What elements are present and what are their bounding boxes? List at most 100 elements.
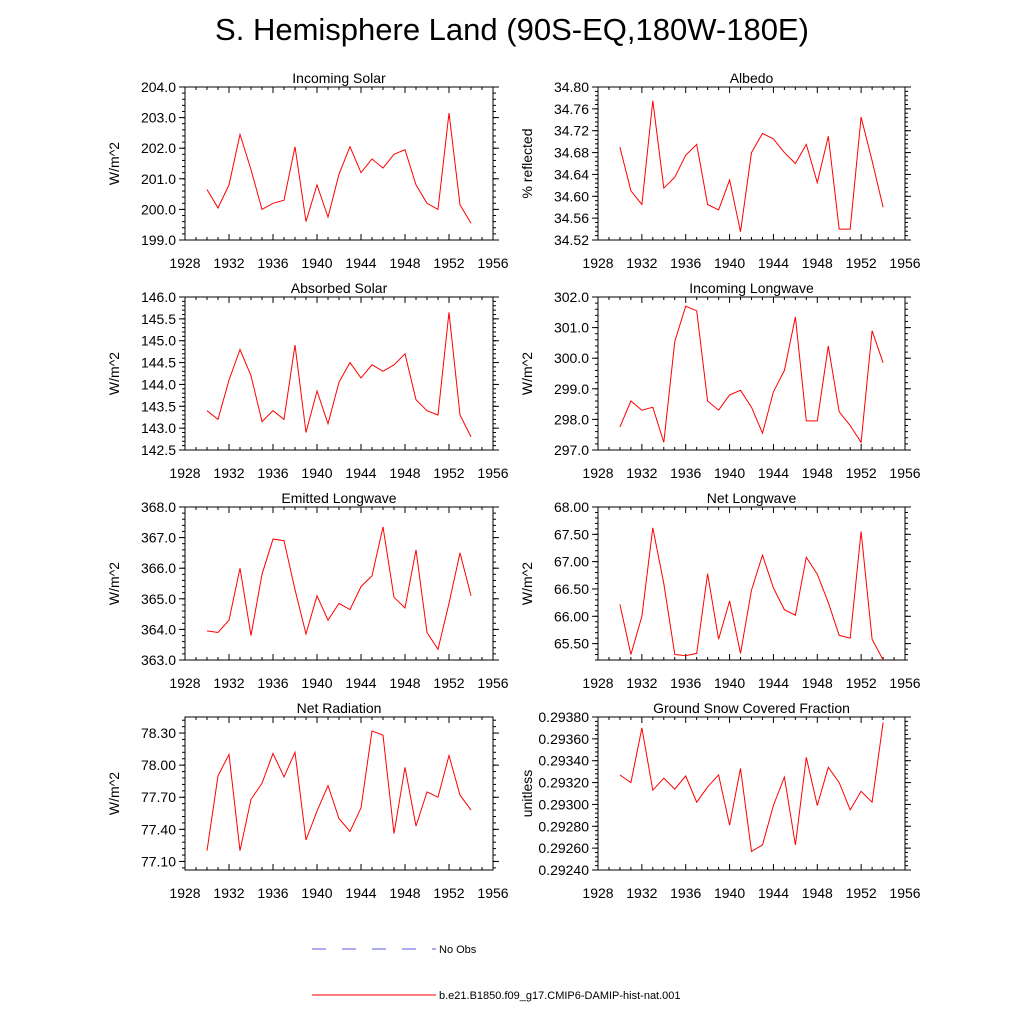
- panel-8: Ground Snow Covered Fraction unitless 1928…: [519, 700, 921, 901]
- x-tick-label: 1952: [846, 885, 877, 901]
- x-tick-label: 1948: [389, 255, 420, 271]
- plot-frame: [597, 296, 906, 451]
- x-tick-label: 1932: [213, 255, 244, 271]
- y-tick-label: 67.50: [554, 526, 589, 542]
- x-tick-label: 1928: [582, 885, 613, 901]
- panel-7: Net Radiation W/m^2 1928 1932 1936 1940 1944 19…: [106, 700, 509, 901]
- panel-title: Incoming Longwave: [689, 280, 814, 296]
- panel-title: Net Longwave: [707, 490, 797, 506]
- x-tick-label: 1948: [389, 465, 420, 481]
- y-tick-label: 201.0: [141, 171, 176, 187]
- panel-title: Albedo: [730, 70, 774, 86]
- y-tick-label: 146.0: [141, 289, 176, 305]
- plot-frame: [184, 506, 494, 661]
- y-tick-label: 297.0: [554, 442, 589, 458]
- panel-title: Net Radiation: [297, 700, 382, 716]
- y-tick-label: 78.30: [141, 725, 176, 741]
- panel-4: Incoming Longwave W/m^2 1928 1932 1936 1940 19…: [519, 280, 921, 481]
- y-tick-label: 143.5: [141, 398, 176, 414]
- y-tick-label: 0.29380: [538, 709, 589, 725]
- x-tick-label: 1956: [889, 885, 920, 901]
- y-tick-label: 66.50: [554, 581, 589, 597]
- x-tick-label: 1956: [477, 255, 508, 271]
- y-tick-label: 77.40: [141, 821, 176, 837]
- legend-label-no-obs: No Obs: [439, 944, 477, 956]
- y-tick-label: 363.0: [141, 652, 176, 668]
- series-line: [619, 527, 884, 661]
- plot-frame: [184, 86, 494, 241]
- x-tick-label: 1940: [301, 885, 332, 901]
- x-tick-label: 1948: [802, 675, 833, 691]
- x-tick-label: 1932: [213, 885, 244, 901]
- x-tick-label: 1932: [626, 255, 657, 271]
- panel-1: Incoming Solar W/m^2 1928 1932 1936 1940 1944 1…: [106, 70, 509, 271]
- y-tick-label: 77.10: [141, 853, 176, 869]
- x-tick-label: 1936: [257, 885, 288, 901]
- x-tick-label: 1932: [213, 675, 244, 691]
- x-tick-label: 1928: [582, 465, 613, 481]
- x-tick-label: 1928: [169, 465, 200, 481]
- x-tick-label: 1952: [433, 465, 464, 481]
- panel-title: Incoming Solar: [292, 70, 386, 86]
- y-tick-label: 0.29260: [538, 840, 589, 856]
- y-tick-label: 67.00: [554, 554, 589, 570]
- series-line: [206, 112, 472, 224]
- y-axis-label: W/m^2: [106, 352, 122, 395]
- x-tick-label: 1936: [670, 885, 701, 901]
- x-tick-label: 1928: [582, 255, 613, 271]
- x-tick-label: 1936: [670, 255, 701, 271]
- y-tick-label: 144.5: [141, 355, 176, 371]
- y-tick-label: 145.5: [141, 311, 176, 327]
- plot-frame: [184, 716, 494, 871]
- x-tick-label: 1928: [169, 675, 200, 691]
- y-axis-label: W/m^2: [106, 142, 122, 185]
- y-tick-label: 300.0: [554, 350, 589, 366]
- y-tick-label: 34.68: [554, 145, 589, 161]
- x-tick-label: 1936: [670, 675, 701, 691]
- y-tick-label: 68.00: [554, 499, 589, 515]
- x-tick-label: 1932: [213, 465, 244, 481]
- panel-title: Absorbed Solar: [291, 280, 388, 296]
- series-line: [619, 722, 884, 853]
- y-tick-label: 77.70: [141, 789, 176, 805]
- y-tick-label: 34.72: [554, 123, 589, 139]
- y-tick-label: 302.0: [554, 289, 589, 305]
- y-tick-label: 365.0: [141, 591, 176, 607]
- x-tick-label: 1928: [169, 255, 200, 271]
- panel-5: Emitted Longwave W/m^2 1928 1932 1936 1940 194…: [106, 490, 509, 691]
- y-tick-label: 0.29340: [538, 753, 589, 769]
- panel-2: Albedo % reflected 1928 1932 1936 1940 1944 194…: [519, 70, 921, 271]
- x-tick-label: 1956: [477, 885, 508, 901]
- y-tick-label: 0.29360: [538, 731, 589, 747]
- chart-panels: Incoming Solar W/m^2 1928 1932 1936 1940 1944 1…: [106, 70, 921, 901]
- y-tick-label: 368.0: [141, 499, 176, 515]
- y-tick-label: 144.0: [141, 376, 176, 392]
- y-tick-label: 301.0: [554, 320, 589, 336]
- y-tick-label: 364.0: [141, 621, 176, 637]
- x-tick-label: 1936: [257, 255, 288, 271]
- y-tick-label: 199.0: [141, 232, 176, 248]
- y-tick-label: 200.0: [141, 201, 176, 217]
- x-tick-label: 1952: [846, 255, 877, 271]
- x-tick-label: 1944: [758, 255, 789, 271]
- y-tick-label: 34.76: [554, 101, 589, 117]
- series-line: [619, 305, 884, 444]
- x-tick-label: 1948: [389, 885, 420, 901]
- legend: No Obs b.e21.B1850.f09_g17.CMIP6-DAMIP-h…: [312, 944, 681, 1002]
- plot-frame: [597, 86, 906, 241]
- y-axis-label: unitless: [519, 770, 535, 817]
- y-tick-label: 0.29300: [538, 796, 589, 812]
- series-line: [206, 730, 472, 851]
- y-tick-label: 203.0: [141, 110, 176, 126]
- y-tick-label: 34.56: [554, 210, 589, 226]
- y-axis-label: W/m^2: [519, 562, 535, 605]
- x-tick-label: 1956: [889, 255, 920, 271]
- x-tick-label: 1936: [257, 675, 288, 691]
- y-tick-label: 34.52: [554, 232, 589, 248]
- panel-6: Net Longwave W/m^2 1928 1932 1936 1940 1944 194…: [519, 490, 921, 691]
- x-tick-label: 1940: [714, 675, 745, 691]
- x-tick-label: 1940: [301, 255, 332, 271]
- y-axis-label: W/m^2: [106, 772, 122, 815]
- y-tick-label: 204.0: [141, 79, 176, 95]
